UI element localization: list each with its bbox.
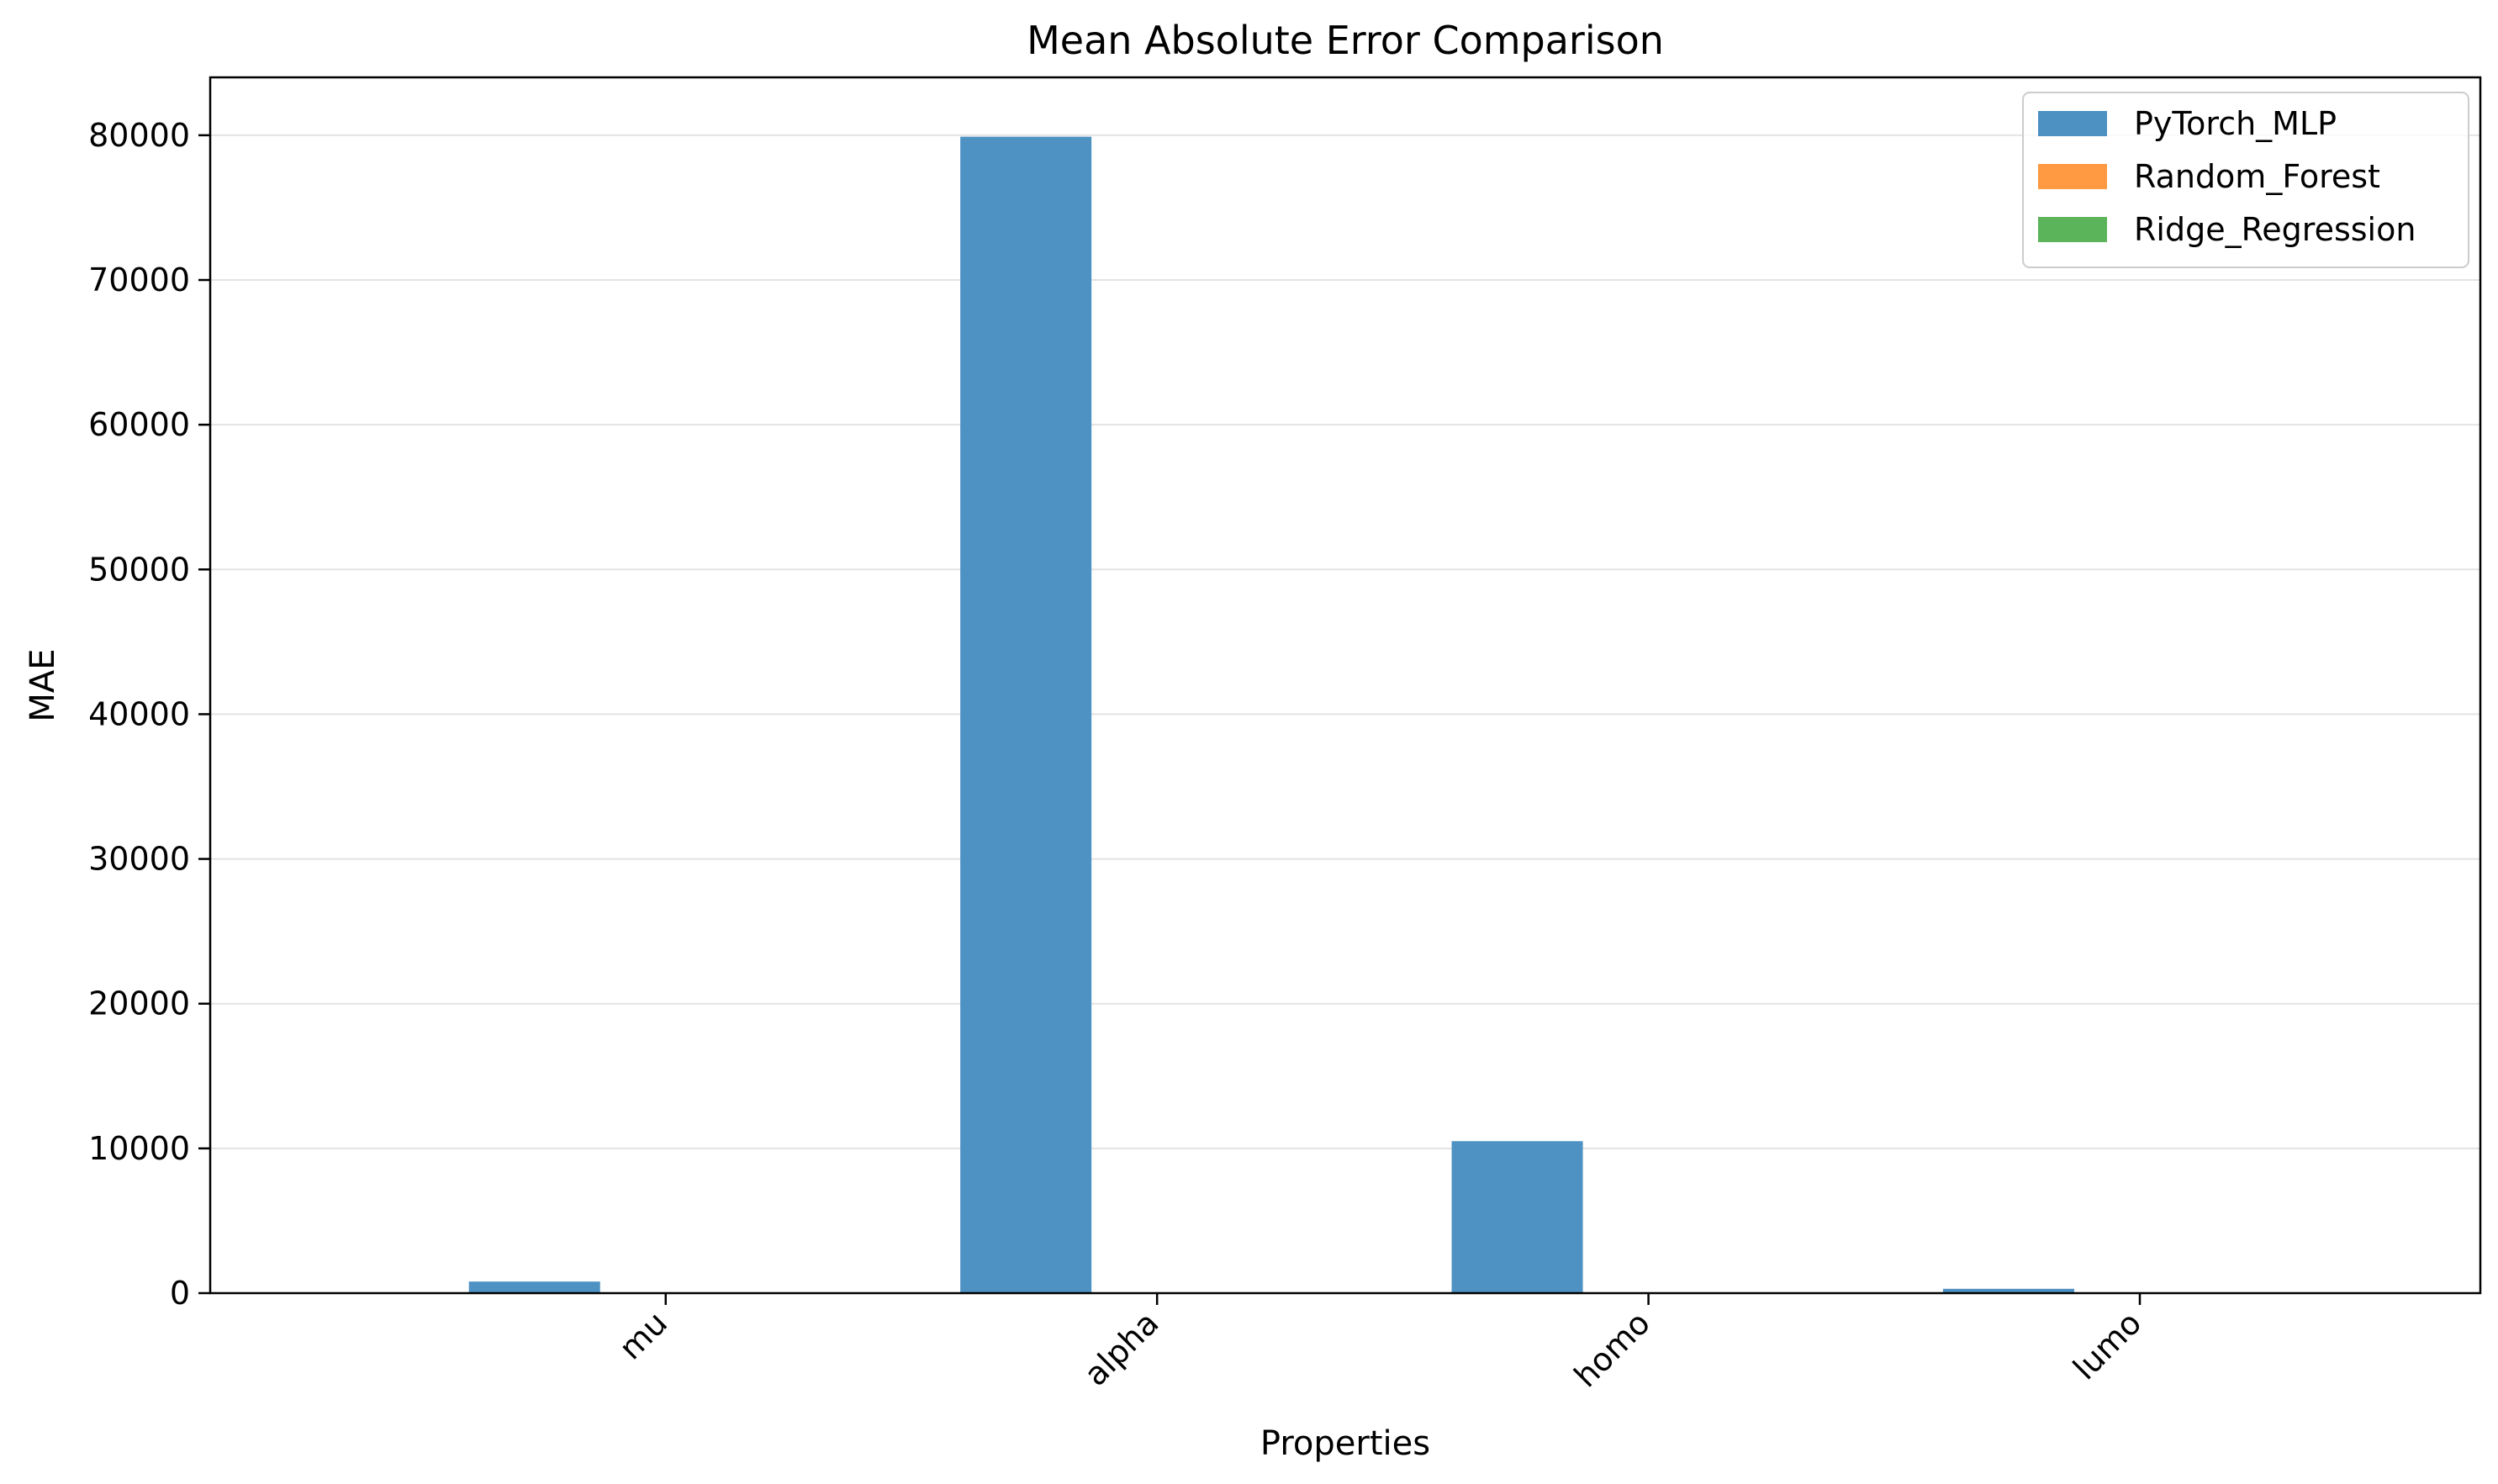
- y-tick-label: 60000: [88, 406, 190, 443]
- y-tick-label: 80000: [88, 117, 190, 154]
- legend-label: PyTorch_MLP: [2134, 105, 2337, 142]
- plot-frame: [209, 76, 2482, 1295]
- legend-swatch: [2038, 217, 2107, 242]
- bar-pytorch-mlp-homo: [1451, 1141, 1583, 1293]
- y-tick-label: 20000: [88, 985, 190, 1022]
- legend-label: Random_Forest: [2134, 158, 2380, 195]
- y-tick-label: 30000: [88, 841, 190, 878]
- y-tick-label: 10000: [88, 1130, 190, 1167]
- bar-pytorch-mlp-lumo: [1942, 1288, 2074, 1293]
- legend-box: [2022, 92, 2469, 268]
- bar-pytorch-mlp-mu: [468, 1281, 600, 1293]
- bars: [468, 136, 2337, 1293]
- legend: PyTorch_MLP Random_Forest Ridge_Regression: [2022, 92, 2469, 268]
- grid-lines: [210, 134, 2480, 1149]
- y-axis: 0 10000 20000 30000 40000 50000 60000 70000 8000…: [88, 117, 210, 1312]
- y-tick-label: 50000: [88, 551, 190, 588]
- chart-title: Mean Absolute Error Comparison: [1027, 18, 1664, 63]
- legend-label: Ridge_Regression: [2134, 211, 2416, 248]
- y-tick-label: 70000: [88, 261, 190, 298]
- y-tick-label: 0: [170, 1275, 190, 1312]
- legend-swatch: [2038, 164, 2107, 189]
- bar-pytorch-mlp-alpha: [960, 136, 1092, 1293]
- x-axis-label: Properties: [1260, 1424, 1430, 1463]
- legend-swatch: [2038, 111, 2107, 136]
- y-tick-label: 40000: [88, 695, 190, 732]
- y-axis-label: MAE: [24, 648, 62, 721]
